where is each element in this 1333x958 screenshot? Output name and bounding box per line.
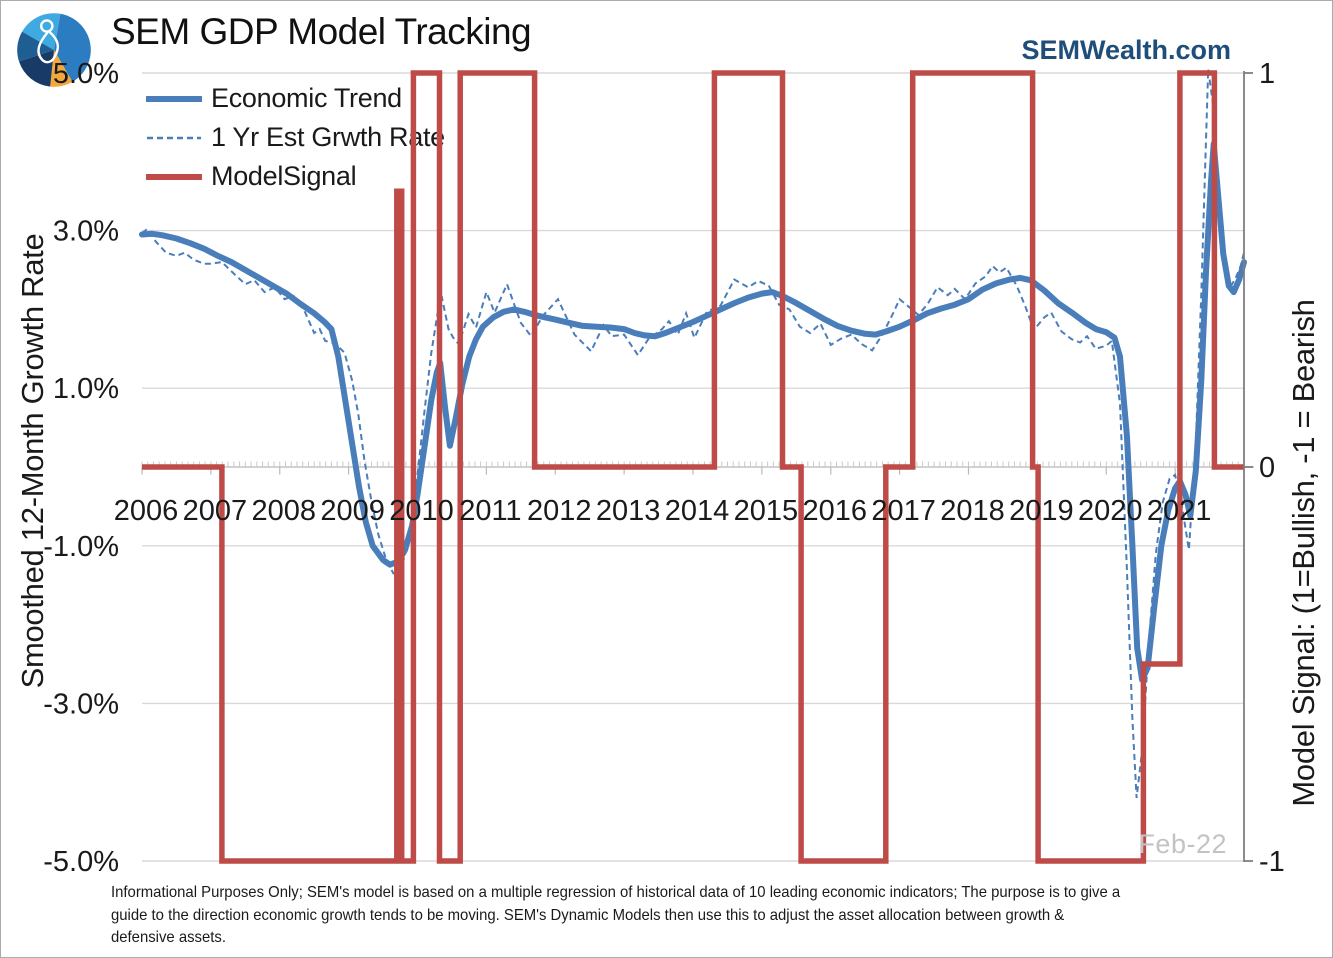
dashed-line-swatch-icon [147,136,201,139]
logo-wedge [17,31,55,62]
legend-label: 1 Yr Est Grwth Rate [211,122,445,152]
left-axis-tick-label: 3.0% [53,216,119,248]
disclaimer-line: Informational Purposes Only; SEM's model… [111,884,1121,901]
logo-wedge [19,50,54,87]
x-axis-year-label: 2016 [802,495,867,527]
x-axis-year-label: 2007 [183,495,248,527]
logo-wedge [50,50,73,87]
x-axis-year-label: 2009 [320,495,385,527]
legend-item-model-signal: ModelSignal [146,157,445,196]
x-axis-year-label: 2020 [1078,495,1143,527]
legend: Economic Trend 1 Yr Est Grwth Rate Model… [146,79,445,196]
latest-date-annotation: Feb-22 [1138,829,1227,859]
logo-figure-icon [37,31,60,64]
left-axis-tick-label: 5.0% [53,58,119,90]
right-axis-tick-label: -1 [1259,846,1285,878]
legend-label: ModelSignal [211,161,357,191]
left-axis-tick-label: -1.0% [43,531,119,563]
sem-logo-icon [17,13,91,87]
legend-item-economic-trend: Economic Trend [146,79,445,118]
economic-trend-line [139,140,1247,683]
est-growth-dashed-line [141,68,1245,799]
model-signal-step-line [142,70,1244,864]
left-axis-tick-label: -3.0% [43,688,119,720]
disclaimer-line: defensive assets. [111,929,226,946]
website-label: SEMWealth.com [1021,35,1231,65]
disclaimer-text: Informational Purposes Only; SEM's model… [111,882,1278,950]
legend-item-1yr-est-growth: 1 Yr Est Grwth Rate [146,118,445,157]
x-axis-year-label: 2015 [734,495,799,527]
x-axis-year-label: 2018 [940,495,1005,527]
x-axis-year-label: 2014 [665,495,730,527]
page-title: SEM GDP Model Tracking [111,11,532,52]
red-line-swatch-icon [146,173,202,180]
right-axis-tick-label: 1 [1259,58,1275,90]
x-axis-year-label: 2008 [251,495,316,527]
x-axis-year-label: 2021 [1147,495,1212,527]
x-axis-year-label: 2006 [114,495,179,527]
legend-label: Economic Trend [211,83,402,113]
x-axis-year-label: 2012 [527,495,592,527]
x-axis-year-label: 2017 [871,495,936,527]
logo-figure-head-icon [40,19,54,33]
solid-line-swatch-icon [146,95,202,102]
disclaimer-line: guide to the direction economic growth t… [111,906,1065,924]
logo-wedge [54,13,91,82]
x-axis-year-label: 2019 [1009,495,1074,527]
x-axis-year-label: 2010 [389,495,454,527]
right-axis-tick-label: 0 [1259,452,1275,484]
x-axis-year-label: 2013 [596,495,661,527]
left-axis-tick-label: -5.0% [43,846,119,878]
left-axis-tick-label: 1.0% [53,373,119,405]
x-axis-year-label: 2011 [459,495,521,527]
